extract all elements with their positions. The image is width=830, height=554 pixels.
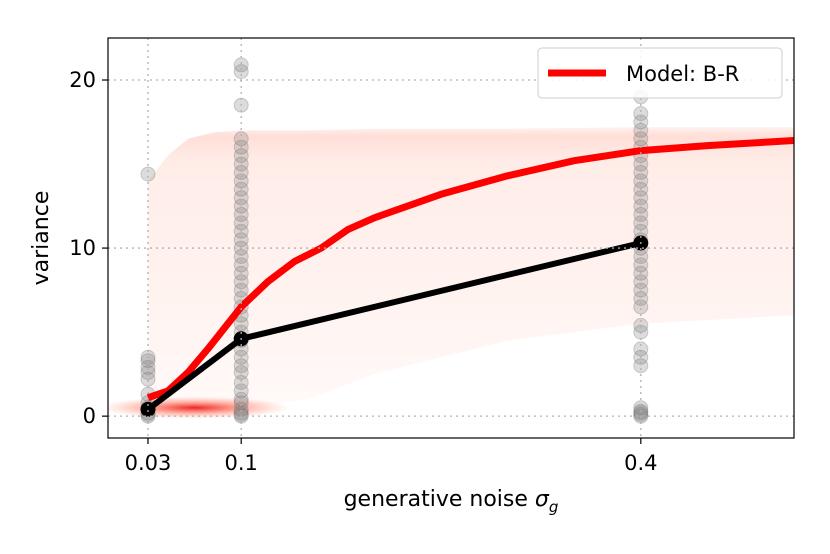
y-tick-label: 20 [69, 68, 96, 92]
sample-point [633, 131, 649, 147]
sample-point [233, 316, 249, 332]
legend-box [537, 47, 783, 99]
model-line [146, 137, 794, 402]
sample-point [233, 274, 249, 290]
sample-point [633, 173, 649, 189]
x-tick-label: 0.1 [225, 451, 258, 475]
sample-point [633, 407, 649, 422]
density-band [148, 127, 794, 417]
density-core-low [108, 396, 290, 419]
x-axis-label: generative noise σg [344, 487, 559, 516]
sample-point [233, 407, 249, 422]
sample-point [633, 257, 649, 273]
x-tick-label: 0.03 [125, 451, 172, 475]
sample-point [233, 190, 249, 206]
x-axis-label-subscript: g [549, 498, 559, 516]
sample-point [233, 358, 249, 374]
sample-point [233, 173, 249, 189]
sample-point [633, 106, 649, 122]
sample-point [233, 131, 249, 147]
sample-point [140, 365, 156, 380]
sample-point [633, 400, 649, 416]
sample-point [633, 274, 649, 290]
sample-point [633, 341, 649, 357]
sample-point [233, 232, 249, 248]
sample-point [233, 383, 249, 399]
y-axis-label: variance [29, 191, 54, 286]
sample-point [633, 358, 649, 374]
sample-point [233, 64, 249, 80]
sample-point [233, 215, 249, 231]
sample-point [140, 166, 156, 182]
sample-point [233, 257, 249, 273]
y-tick-label: 10 [69, 236, 96, 260]
sample-point [140, 353, 156, 369]
x-axis-label-symbol: σ [535, 487, 550, 512]
sample-point [233, 395, 249, 411]
y-tick-label: 0 [83, 404, 96, 428]
sample-point [633, 299, 649, 315]
legend: Model: B-R [537, 47, 783, 99]
sample-point [633, 215, 649, 231]
plot-area [108, 57, 794, 424]
mean-point [140, 401, 156, 417]
x-tick-label: 0.4 [624, 451, 657, 475]
sample-point [233, 148, 249, 164]
x-axis-label-text: generative noise [344, 487, 528, 512]
plot-frame [107, 37, 795, 439]
legend-label-model: Model: B-R [626, 62, 739, 86]
sample-point [233, 365, 249, 380]
axes: 0.03 0.1 0.4 0 10 20 [69, 38, 794, 475]
sample-point [633, 190, 649, 206]
